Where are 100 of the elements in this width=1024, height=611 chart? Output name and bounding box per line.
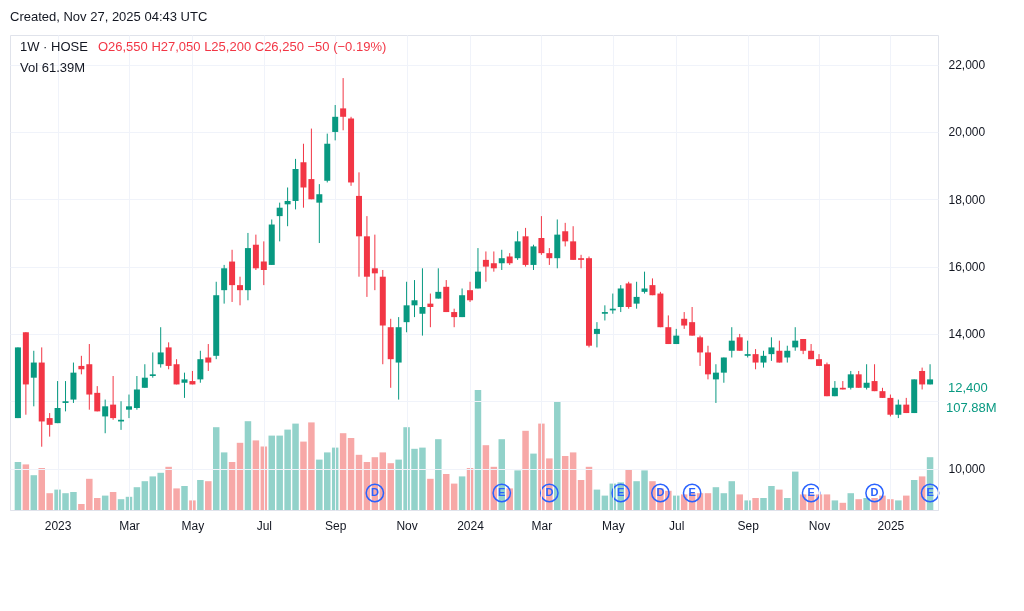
annotation: E — [688, 486, 696, 498]
x-tick-label: May — [601, 518, 625, 533]
candlestick — [847, 370, 854, 390]
candlestick — [157, 326, 164, 369]
text: 107.88M — [946, 400, 997, 415]
x-tick-label: Jul — [669, 518, 685, 533]
x-tick-label: Mar — [531, 518, 553, 533]
candlestick — [30, 350, 37, 407]
candlestick — [570, 225, 577, 261]
candlestick — [768, 336, 775, 362]
bar — [474, 390, 482, 510]
candlestick — [752, 348, 759, 370]
bar — [141, 481, 149, 510]
candlestick — [133, 375, 140, 411]
candlestick — [181, 372, 188, 399]
annotation: Vol 61.39M — [20, 60, 86, 75]
bar — [228, 462, 236, 510]
x-tick-label: Sep — [737, 518, 760, 533]
candlestick — [633, 281, 640, 310]
bar — [205, 481, 212, 510]
candlestick — [538, 215, 545, 256]
bar — [776, 489, 783, 510]
bar — [220, 452, 228, 510]
candlestick — [625, 281, 632, 310]
bar — [236, 442, 244, 510]
candlestick — [808, 343, 815, 360]
candlestick — [498, 249, 505, 271]
y-tick-label: 20,000 — [948, 125, 986, 140]
candlestick — [427, 293, 434, 328]
candlestick — [332, 104, 339, 141]
x-tick-label: Nov — [808, 518, 831, 533]
candlestick — [831, 380, 838, 397]
bar — [450, 483, 458, 510]
y-tick-label: 22,000 — [948, 58, 986, 73]
bar — [197, 480, 204, 510]
bar — [831, 500, 839, 510]
candlestick — [54, 380, 61, 424]
bar — [712, 487, 720, 510]
candlestick — [578, 254, 585, 269]
bar — [522, 430, 529, 510]
x-tick-label: 2023 — [44, 518, 72, 533]
candlestick — [260, 240, 267, 286]
bar — [752, 498, 759, 510]
x-tick-label: Jul — [256, 518, 272, 533]
candlestick — [887, 394, 894, 417]
candlestick — [601, 304, 608, 321]
bar — [117, 499, 125, 510]
candlestick — [467, 281, 474, 303]
bar — [554, 402, 561, 510]
bar — [212, 427, 220, 510]
y-tick-label: 18,000 — [948, 192, 986, 207]
bar — [569, 452, 577, 510]
bar — [910, 480, 918, 510]
bar — [625, 469, 632, 510]
chart-title: 1W · HOSE — [20, 39, 89, 54]
annotation: D — [656, 486, 665, 498]
bar — [244, 421, 252, 510]
candlestick — [689, 306, 696, 337]
candlestick — [102, 399, 109, 434]
bar — [720, 493, 728, 510]
bar — [577, 480, 585, 510]
candlestick — [593, 321, 600, 348]
candlestick — [712, 363, 719, 404]
candlestick — [451, 308, 458, 328]
candlestick — [284, 187, 291, 227]
bar — [728, 481, 736, 510]
bar — [133, 487, 141, 510]
bar — [903, 495, 910, 510]
candlestick — [697, 335, 704, 367]
bar — [30, 475, 38, 510]
candlestick — [514, 230, 521, 261]
bar — [855, 499, 862, 510]
bar — [863, 498, 870, 510]
candlestick — [554, 218, 561, 269]
candlestick — [78, 355, 85, 375]
candlestick — [530, 244, 537, 271]
candlestick — [919, 367, 926, 390]
candlestick — [141, 363, 148, 389]
bar — [561, 456, 569, 510]
candlestick — [562, 222, 569, 247]
candlestick — [704, 345, 711, 380]
candlestick — [149, 351, 156, 379]
candlestick — [776, 340, 783, 364]
candlestick — [237, 276, 244, 306]
text: Created, Nov 27, 2025 04:43 UTC — [10, 9, 208, 24]
bar — [347, 438, 355, 510]
annotation: E — [807, 486, 815, 498]
bar — [585, 466, 593, 510]
bar — [181, 486, 188, 510]
annotation: O26,550 H27,050 L25,200 C26,250 −50 (−0.19%) — [97, 39, 387, 54]
y-tick-label: 16,000 — [948, 260, 986, 275]
candlestick — [62, 380, 69, 412]
candlestick — [173, 358, 180, 385]
x-tick-label: 2024 — [457, 518, 485, 533]
candlestick — [482, 250, 489, 283]
candlestick — [197, 350, 204, 384]
bar — [744, 500, 751, 510]
candlestick — [720, 357, 727, 384]
candlestick — [728, 326, 735, 358]
x-tick-label: Mar — [119, 518, 140, 533]
